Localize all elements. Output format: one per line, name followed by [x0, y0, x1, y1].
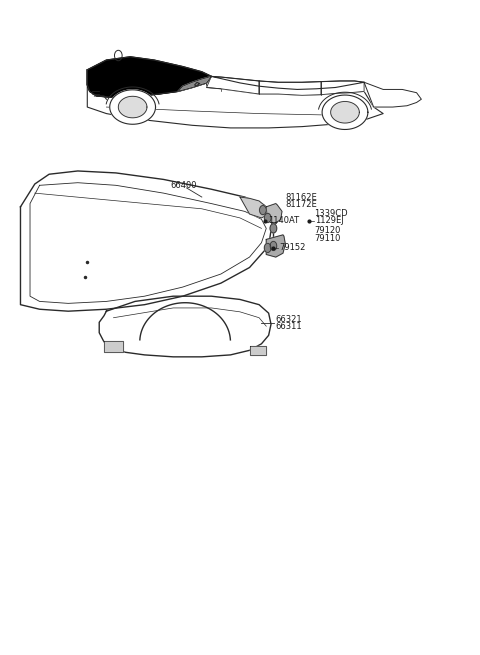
Polygon shape — [99, 296, 271, 357]
Text: 1140AT: 1140AT — [268, 216, 299, 225]
Polygon shape — [206, 77, 259, 94]
Circle shape — [270, 242, 277, 251]
Polygon shape — [110, 90, 156, 124]
Polygon shape — [259, 81, 321, 96]
Text: 66311: 66311 — [276, 322, 302, 331]
Text: 1129EJ: 1129EJ — [315, 216, 344, 225]
Text: 79152: 79152 — [279, 244, 305, 252]
Text: 1339CD: 1339CD — [314, 209, 348, 218]
Polygon shape — [104, 341, 123, 352]
Polygon shape — [240, 197, 266, 218]
Text: 79110: 79110 — [314, 234, 340, 243]
Text: 81162E: 81162E — [285, 193, 317, 202]
Circle shape — [270, 224, 277, 233]
Polygon shape — [250, 346, 266, 355]
Polygon shape — [21, 171, 274, 311]
Circle shape — [264, 244, 271, 252]
Polygon shape — [266, 235, 285, 257]
Polygon shape — [321, 81, 364, 95]
Circle shape — [264, 214, 271, 223]
Text: 66321: 66321 — [276, 314, 302, 324]
Polygon shape — [364, 83, 421, 107]
Polygon shape — [266, 204, 282, 223]
Text: 79120: 79120 — [314, 227, 340, 235]
Polygon shape — [119, 96, 147, 118]
Polygon shape — [211, 77, 364, 90]
Text: 81172E: 81172E — [285, 200, 317, 210]
Polygon shape — [322, 95, 368, 130]
Polygon shape — [331, 102, 360, 123]
Circle shape — [260, 206, 266, 215]
Text: 66400: 66400 — [171, 181, 197, 190]
Polygon shape — [87, 70, 383, 128]
Polygon shape — [87, 57, 211, 97]
Polygon shape — [178, 77, 211, 92]
